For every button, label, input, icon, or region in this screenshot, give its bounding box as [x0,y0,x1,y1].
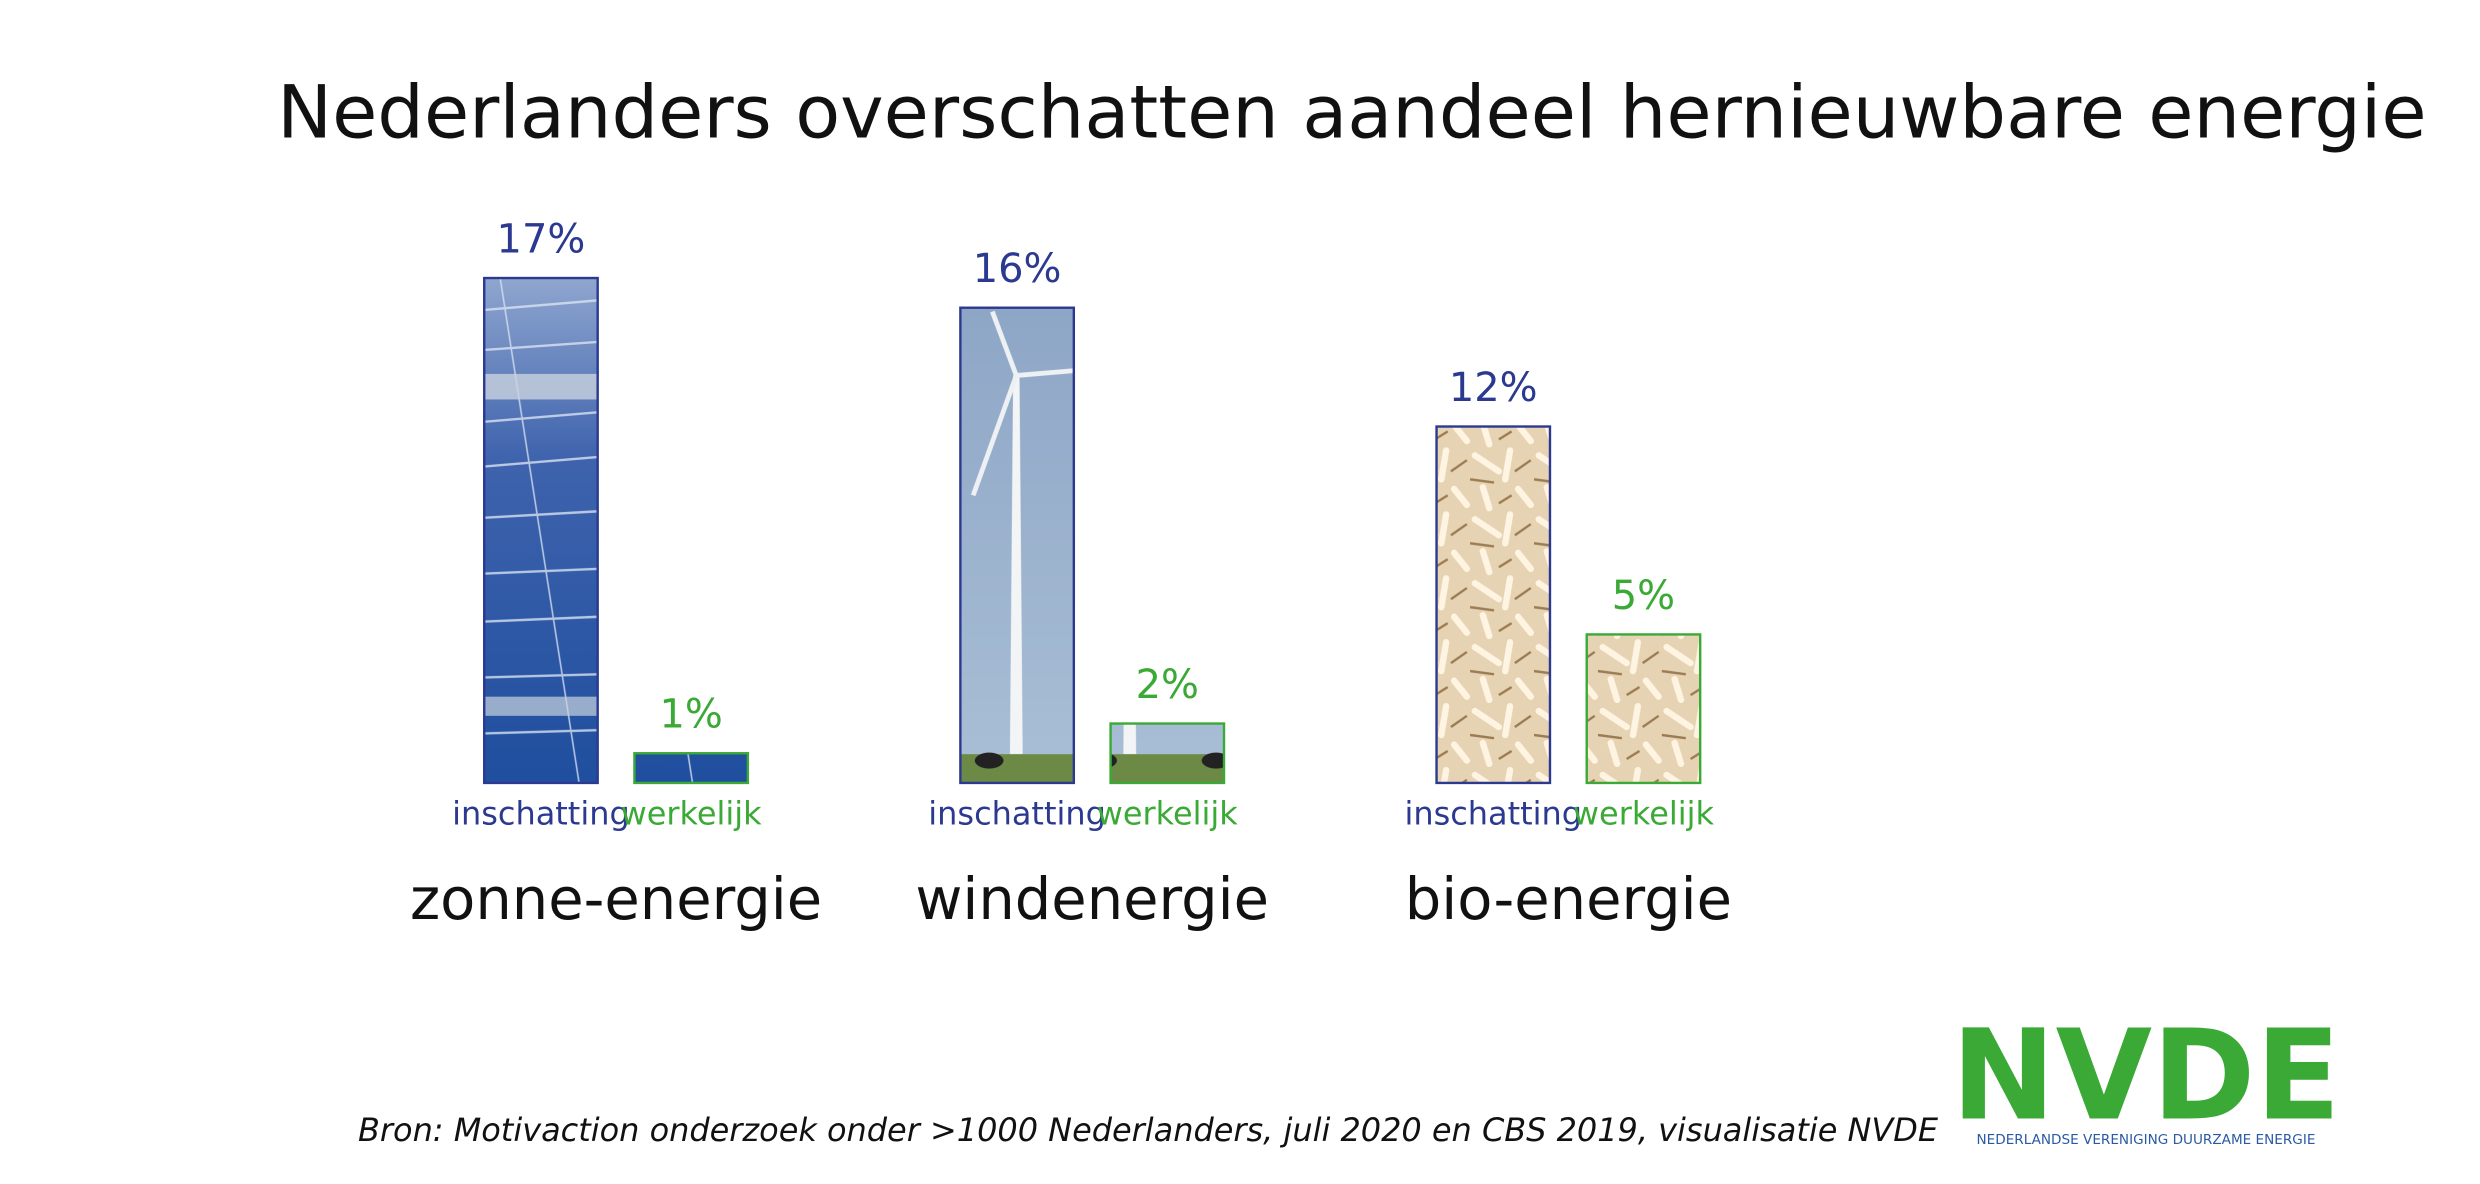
logo-subtitle: NEDERLANDSE VERENIGING DUURZAME ENERGIE [1977,1132,2316,1148]
source-note: Bron: Motivaction onderzoek onder >1000 … [358,1111,1939,1149]
series-label: werkelijk [1573,794,1715,832]
bar [483,276,599,785]
value-label: 16% [973,246,1062,292]
value-label: 12% [1449,365,1538,411]
series-label: inschatting [452,794,630,832]
value-label: 1% [659,692,722,738]
series-label: werkelijk [1097,794,1239,832]
value-label: 5% [1612,573,1675,619]
bar [959,306,1076,785]
category-label: zonne-energie [410,866,822,933]
logo: NVDE NEDERLANDSE VERENIGING DUURZAME ENE… [1951,1003,2340,1148]
logo-text: NVDE [1951,1003,2340,1148]
bar [1435,425,1552,785]
value-label: 2% [1136,662,1199,708]
series-label: werkelijk [621,794,763,832]
value-label: 17% [497,216,586,262]
chart-title: Nederlanders overschatten aandeel hernie… [277,70,2426,155]
category-label: windenergie [915,866,1269,933]
series-label: inschatting [1404,794,1582,832]
bar [1585,633,1702,785]
series-label: inschatting [928,794,1106,832]
category-label: bio-energie [1405,866,1732,933]
bar [633,752,750,785]
bar [1109,722,1226,785]
